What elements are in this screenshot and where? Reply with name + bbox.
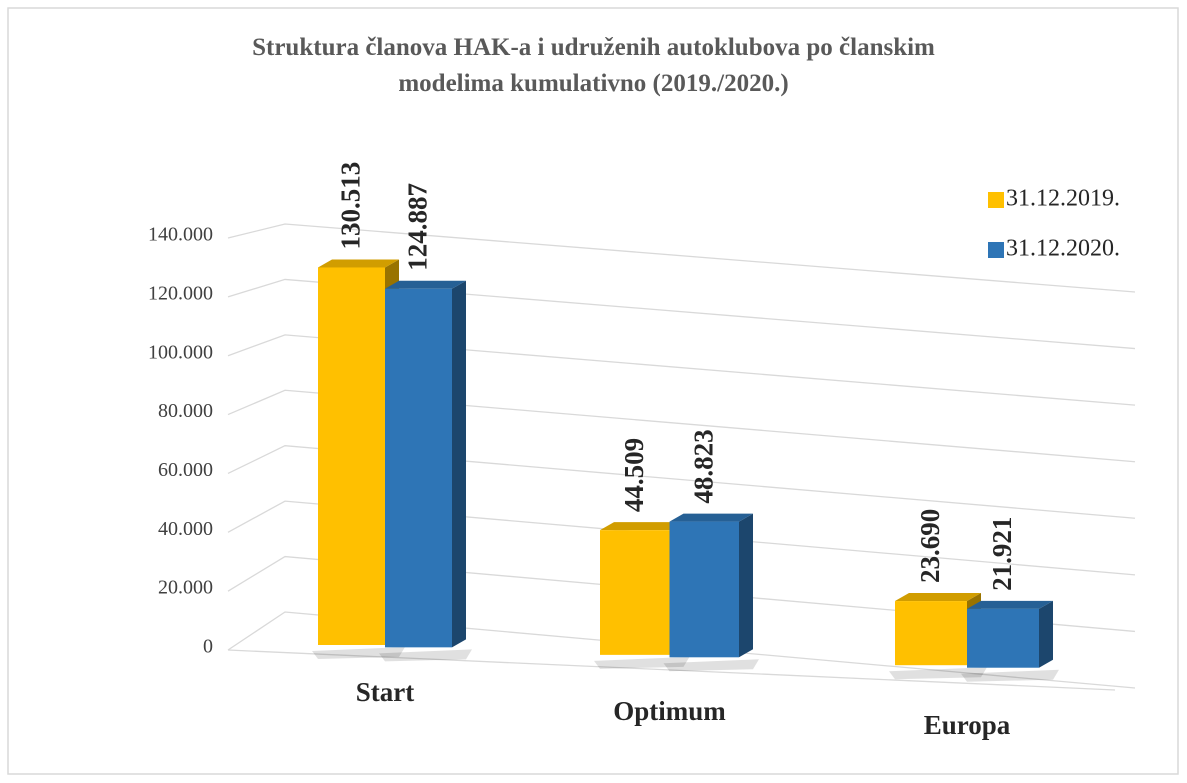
grid-line: [227, 389, 1136, 463]
y-tick-label: 20.000: [158, 577, 213, 599]
y-tick-label: 140.000: [148, 224, 213, 246]
bar-top: [318, 259, 399, 268]
value-label: 130.513: [336, 162, 366, 250]
grid-line: [227, 223, 1136, 293]
x-tick-label: Start: [356, 677, 414, 707]
value-label: 21.921: [987, 517, 1017, 591]
x-tick-label: Optimum: [613, 696, 726, 726]
legend-label: 31.12.2020.: [1006, 236, 1120, 262]
value-label: 23.690: [915, 509, 945, 583]
bar-top: [669, 513, 753, 522]
x-tick-label: Europa: [924, 710, 1011, 740]
bar-side: [452, 280, 466, 648]
grid-line: [227, 555, 1136, 633]
grid-line: [227, 334, 1136, 406]
bar: [669, 521, 739, 658]
y-tick-label: 120.000: [148, 282, 213, 304]
grid-line: [227, 500, 1136, 576]
bar-shadow: [663, 659, 759, 672]
bar: [600, 530, 670, 655]
bar: [967, 608, 1039, 668]
bar-shadow: [889, 667, 987, 680]
bar-top: [600, 522, 684, 531]
value-label: 124.887: [403, 183, 433, 271]
bar-top: [385, 280, 466, 289]
y-tick-label: 40.000: [158, 518, 213, 540]
y-tick-label: 80.000: [158, 400, 213, 422]
floor-edge: [227, 649, 1116, 691]
chart-title: Struktura članova HAK-a i udruženih auto…: [252, 34, 935, 97]
bar-top: [895, 593, 981, 602]
value-label: 48.823: [688, 429, 718, 503]
legend-label: 31.12.2019.: [1006, 186, 1120, 212]
bar-top: [967, 600, 1053, 609]
bar-side: [1039, 600, 1053, 668]
y-tick-label: 100.000: [148, 341, 213, 363]
legend-swatch: [988, 192, 1004, 208]
bar-shadow: [594, 656, 690, 669]
bar-side: [739, 513, 753, 658]
grid-line: [227, 611, 1136, 689]
bar: [318, 267, 385, 645]
y-tick-label: 0: [203, 636, 213, 658]
bar-shadow: [961, 669, 1059, 682]
bar-shadow: [312, 647, 405, 659]
chart-border: [7, 7, 1179, 775]
grid-line: [227, 445, 1136, 519]
legend-swatch: [988, 242, 1004, 258]
bar: [895, 601, 967, 666]
y-tick-label: 60.000: [158, 459, 213, 481]
value-label: 44.509: [619, 438, 649, 512]
bar-shadow: [379, 649, 472, 662]
grid-line: [227, 278, 1136, 350]
bar: [385, 288, 452, 648]
